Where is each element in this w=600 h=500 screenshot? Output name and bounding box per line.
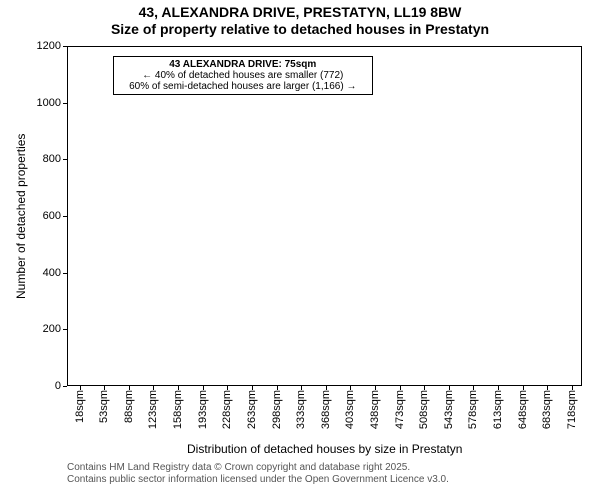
xtick-label: 18sqm bbox=[74, 386, 86, 423]
plot-border bbox=[67, 46, 582, 386]
y-axis-label: Number of detached properties bbox=[14, 133, 28, 298]
histogram-chart: 02004006008001000120018sqm53sqm88sqm123s… bbox=[67, 46, 582, 386]
xtick-label: 228sqm bbox=[221, 386, 233, 429]
page-title-line2: Size of property relative to detached ho… bbox=[111, 21, 489, 37]
xtick-label: 648sqm bbox=[517, 386, 529, 429]
ytick-label: 1200 bbox=[37, 40, 67, 52]
ytick-label: 0 bbox=[55, 380, 67, 392]
xtick-label: 123sqm bbox=[147, 386, 159, 429]
xtick-label: 508sqm bbox=[418, 386, 430, 429]
xtick-label: 403sqm bbox=[344, 386, 356, 429]
ytick-label: 600 bbox=[43, 210, 67, 222]
annotation-box: 43 ALEXANDRA DRIVE: 75sqm← 40% of detach… bbox=[113, 56, 373, 95]
xtick-label: 578sqm bbox=[467, 386, 479, 429]
xtick-label: 193sqm bbox=[197, 386, 209, 429]
x-axis-label: Distribution of detached houses by size … bbox=[187, 442, 462, 456]
xtick-label: 368sqm bbox=[320, 386, 332, 429]
annotation-header: 43 ALEXANDRA DRIVE: 75sqm bbox=[118, 59, 368, 70]
footer-line1: Contains HM Land Registry data © Crown c… bbox=[67, 462, 449, 474]
annotation-line2: 60% of semi-detached houses are larger (… bbox=[118, 81, 368, 92]
xtick-label: 53sqm bbox=[98, 386, 110, 423]
xtick-label: 613sqm bbox=[492, 386, 504, 429]
attribution-footer: Contains HM Land Registry data © Crown c… bbox=[67, 462, 449, 486]
xtick-label: 718sqm bbox=[566, 386, 578, 429]
xtick-label: 683sqm bbox=[541, 386, 553, 429]
page-title-line1: 43, ALEXANDRA DRIVE, PRESTATYN, LL19 8BW bbox=[139, 4, 462, 20]
ytick-label: 800 bbox=[43, 153, 67, 165]
xtick-label: 543sqm bbox=[443, 386, 455, 429]
xtick-label: 88sqm bbox=[123, 386, 135, 423]
xtick-label: 438sqm bbox=[369, 386, 381, 429]
ytick-label: 400 bbox=[43, 267, 67, 279]
footer-line2: Contains public sector information licen… bbox=[67, 474, 449, 486]
xtick-label: 158sqm bbox=[172, 386, 184, 429]
annotation-line1: ← 40% of detached houses are smaller (77… bbox=[118, 70, 368, 81]
ytick-label: 200 bbox=[43, 323, 67, 335]
xtick-label: 333sqm bbox=[295, 386, 307, 429]
xtick-label: 263sqm bbox=[246, 386, 258, 429]
xtick-label: 473sqm bbox=[394, 386, 406, 429]
xtick-label: 298sqm bbox=[271, 386, 283, 429]
ytick-label: 1000 bbox=[37, 97, 67, 109]
